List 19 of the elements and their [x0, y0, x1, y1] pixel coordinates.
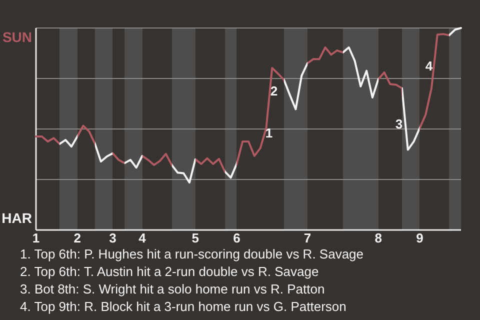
- x-tick-label: 5: [192, 230, 199, 246]
- x-tick-label: 4: [138, 230, 147, 246]
- text: 2. Top 6th: T. Austin hit a 2-run double vs R. Savage: [20, 264, 319, 279]
- x-tick-label: 7: [304, 230, 312, 246]
- x-tick-label: 1: [32, 230, 40, 246]
- annotation: 2: [270, 84, 278, 98]
- annotation: 1: [265, 126, 273, 140]
- annotation: 3: [395, 116, 403, 132]
- x-tick-label: 3: [109, 230, 116, 246]
- text: 3. Bot 8th: S. Wright hit a solo home run vs R. Patton: [20, 282, 325, 296]
- text: 1. Top 6th: P. Hughes hit a run-scoring double vs R. Savage: [20, 246, 364, 262]
- x-tick-label: 6: [233, 230, 240, 246]
- x-tick-label: 9: [416, 230, 424, 246]
- text: 4. Top 9th: R. Block hit a 3-run home run vs G. Patterson: [20, 299, 346, 314]
- x-tick-label: 2: [74, 230, 81, 246]
- x-tick-label: 8: [374, 230, 382, 246]
- text: HAR: [2, 210, 32, 226]
- text: SUN: [2, 29, 32, 45]
- annotation: 4: [425, 58, 434, 74]
